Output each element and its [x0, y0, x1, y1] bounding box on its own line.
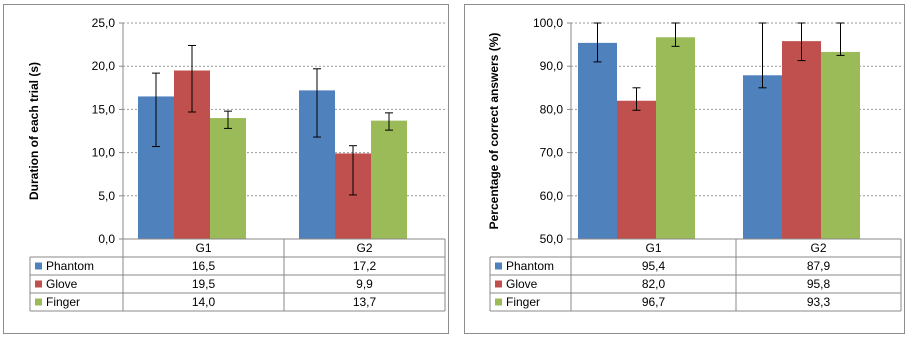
data-table-value: 96,7	[642, 295, 666, 309]
category-label: G2	[810, 241, 826, 255]
data-table-value: 13,7	[353, 295, 377, 309]
legend-swatch-phantom	[495, 262, 502, 270]
y-tick-label: 100,0	[533, 16, 563, 30]
legend-swatch-glove	[495, 280, 502, 288]
duration-chart-panel: Duration of each trial (s) 0,0 5,0 10,0 15,0…	[3, 4, 449, 334]
legend-swatch-finger	[35, 298, 42, 306]
legend-label-finger: Finger	[46, 295, 80, 309]
data-table-value: 9,9	[356, 277, 373, 291]
bar-finger-g2	[371, 120, 407, 239]
y-tick-label: 0,0	[98, 232, 115, 246]
bar-glove-g2	[782, 41, 821, 240]
legend-swatch-glove	[35, 280, 42, 288]
duration-chart: Duration of each trial (s) 0,0 5,0 10,0 15,0…	[27, 16, 446, 312]
y-tick-label: 5,0	[98, 189, 115, 203]
accuracy-chart: Percentage of correct answers (%) 50,0 60,…	[487, 16, 902, 312]
y-axis-title: Percentage of correct answers (%)	[487, 33, 501, 230]
y-tick-label: 10,0	[92, 146, 116, 160]
bar-finger-g1	[656, 37, 695, 240]
bar-finger-g2	[821, 51, 860, 239]
data-table-value: 19,5	[192, 277, 216, 291]
data-table-value: 17,2	[353, 259, 377, 273]
y-tick-label: 80,0	[540, 102, 564, 116]
data-table-value: 95,8	[807, 277, 831, 291]
legend-label-phantom: Phantom	[46, 259, 94, 273]
y-tick-label: 70,0	[540, 146, 564, 160]
y-tick-label: 90,0	[540, 59, 564, 73]
legend-label-glove: Glove	[46, 277, 78, 291]
data-table-value: 93,3	[807, 295, 831, 309]
category-label: G1	[195, 241, 211, 255]
data-table-value: 95,4	[642, 259, 666, 273]
legend-swatch-finger	[495, 298, 502, 306]
category-label: G2	[356, 241, 372, 255]
data-table-value: 82,0	[642, 277, 666, 291]
bar-finger-g1	[210, 118, 246, 239]
y-tick-label: 25,0	[92, 16, 116, 30]
bar-phantom-g2	[743, 75, 782, 239]
category-label: G1	[645, 241, 661, 255]
y-tick-label: 50,0	[540, 232, 564, 246]
bar-glove-g1	[617, 100, 656, 239]
legend-swatch-phantom	[35, 262, 42, 270]
y-tick-label: 60,0	[540, 189, 564, 203]
y-tick-label: 20,0	[92, 59, 116, 73]
legend-label-glove: Glove	[506, 277, 538, 291]
data-table-value: 14,0	[192, 295, 216, 309]
data-table-value: 87,9	[807, 259, 831, 273]
accuracy-chart-panel: Percentage of correct answers (%) 50,0 60,…	[464, 4, 905, 334]
legend-label-phantom: Phantom	[506, 259, 554, 273]
legend-label-finger: Finger	[506, 295, 540, 309]
data-table-value: 16,5	[192, 259, 216, 273]
bar-phantom-g1	[578, 42, 617, 239]
y-axis-title: Duration of each trial (s)	[27, 62, 41, 200]
y-tick-label: 15,0	[92, 102, 116, 116]
